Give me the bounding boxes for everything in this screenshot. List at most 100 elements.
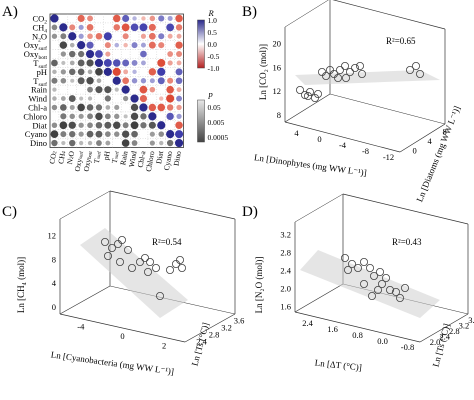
data-point <box>395 293 404 302</box>
pvalue-cell <box>69 68 76 76</box>
correlation-cell <box>166 104 174 111</box>
pvalue-cell <box>105 105 111 110</box>
row-label: Chl-a <box>28 102 47 112</box>
panel-letter-a: A) <box>2 4 18 20</box>
correlation-cell <box>132 69 137 75</box>
correlation-cell <box>159 96 164 101</box>
y-tick-label: 8 <box>443 127 447 137</box>
pvalue-cell <box>121 130 130 138</box>
correlation-cell <box>157 67 166 76</box>
pvalue-cell <box>61 140 66 146</box>
pvalue-cell <box>69 139 76 147</box>
row-label: Chloro <box>23 111 47 121</box>
pvalue-cell <box>149 140 155 146</box>
correlation-cell <box>176 51 183 58</box>
row-label: pH <box>37 67 47 77</box>
y-tick-label: 3.6 <box>468 315 474 325</box>
data-point <box>295 86 304 95</box>
col-label: Chl-a <box>136 150 148 169</box>
correlation-cell <box>113 24 121 31</box>
pvalue-cell <box>86 104 94 111</box>
col-label: Chloro <box>144 150 157 172</box>
box-edge <box>109 190 236 220</box>
diagonal-cell <box>50 14 59 23</box>
data-point <box>329 70 338 79</box>
correlation-cell <box>175 77 183 85</box>
pvalue-cell <box>105 140 111 146</box>
pvalue-cell <box>87 86 93 93</box>
pvalue-cell <box>61 60 66 66</box>
correlation-cell <box>140 42 146 48</box>
y-axis-label: Ln [Diatoms (mg WW L⁻¹)] <box>414 104 462 203</box>
row-label: Rain <box>31 85 48 95</box>
pvalue-cell <box>95 112 103 121</box>
col-label: Tsurf <box>92 150 103 164</box>
box-edge <box>284 121 401 153</box>
box-edge <box>59 313 186 343</box>
pvalue-cell <box>104 131 111 138</box>
diagonal-cell <box>112 76 121 85</box>
z-tick-label: 3.2 <box>280 230 291 240</box>
pvalue-cell <box>51 24 58 31</box>
p-legend-tick: 0.005 <box>208 118 225 127</box>
box-edge <box>294 311 421 343</box>
pvalue-cell <box>123 95 129 102</box>
row-label: CH4 <box>32 22 47 34</box>
data-point <box>303 92 312 101</box>
z-tick-label: 0 <box>52 302 56 312</box>
box-edge <box>184 313 236 343</box>
pvalue-cell <box>114 87 119 92</box>
pvalue-cell <box>158 131 165 137</box>
y-axis-label: Ln [Ts (°C)] <box>190 321 211 367</box>
correlation-cell <box>158 15 165 22</box>
col-label: Tsurf <box>110 150 121 164</box>
data-point <box>124 245 133 254</box>
p-legend-tick: 0.0005 <box>208 133 229 142</box>
pvalue-cell <box>52 69 57 75</box>
pvalue-cell <box>77 50 85 58</box>
p-legend-tick: 0.05 <box>208 103 221 112</box>
correlation-cell <box>105 51 111 57</box>
pvalue-cell <box>95 86 103 94</box>
correlation-cell <box>166 94 175 103</box>
x-tick-label: 1.6 <box>327 324 338 334</box>
data-point <box>357 70 366 79</box>
z-tick-label: 2.8 <box>280 248 291 258</box>
data-point <box>325 66 334 75</box>
x-tick-label: 0 <box>317 134 321 144</box>
pvalue-cell <box>149 131 155 137</box>
data-point <box>367 291 376 300</box>
data-point <box>151 263 160 272</box>
col-label: Diat <box>154 149 165 164</box>
data-point <box>305 88 314 97</box>
col-label: CH4 <box>56 150 67 165</box>
x-tick-label: 0.8 <box>352 330 363 340</box>
pvalue-cell <box>131 130 138 138</box>
pvalue-cell <box>79 96 84 101</box>
box-edge <box>59 190 111 220</box>
pvalue-cell <box>51 122 58 129</box>
correlation-cell <box>175 68 183 76</box>
diagonal-cell <box>174 138 184 148</box>
box-edge <box>419 313 469 343</box>
pvalue-cell <box>87 122 93 129</box>
correlation-cell <box>166 23 175 32</box>
pvalue-cell <box>86 59 94 67</box>
data-point <box>369 271 378 280</box>
p-legend-title: p <box>208 89 213 99</box>
z-tick-label: 16 <box>273 62 282 72</box>
data-point <box>347 259 356 268</box>
pvalue-cell <box>121 139 130 147</box>
correlation-cell <box>131 60 138 66</box>
correlation-cell <box>103 32 112 41</box>
data-point <box>313 90 322 99</box>
pvalue-cell <box>114 113 120 120</box>
correlation-cell <box>78 24 84 30</box>
pvalue-cell <box>60 131 67 138</box>
pvalue-cell <box>52 87 57 92</box>
correlation-matrix: CO2CH4N2OOxysurfOxybottTsurfpHTsurfRainW… <box>23 8 228 172</box>
correlation-cell <box>175 121 183 129</box>
correlation-cell <box>86 41 94 49</box>
correlation-cell <box>114 42 120 48</box>
box-edge <box>342 193 469 225</box>
